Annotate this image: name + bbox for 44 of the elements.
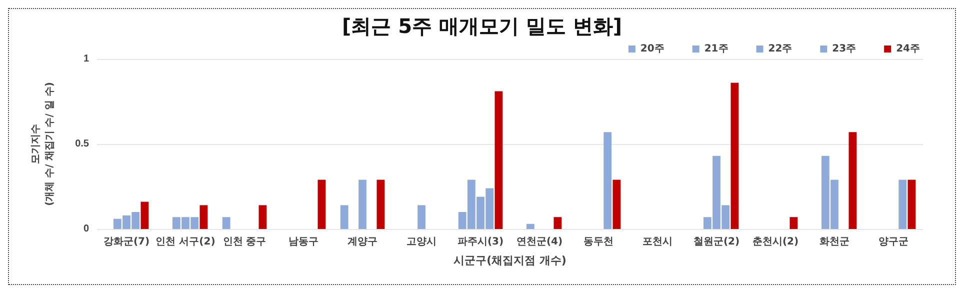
bar	[494, 91, 503, 229]
bar	[898, 180, 907, 229]
x-tick-label: 철원군(2)	[693, 236, 740, 248]
bar	[200, 205, 208, 229]
x-tick-label: 계양구	[348, 236, 378, 248]
bar	[258, 205, 267, 229]
chart-title: [최근 5주 매개모기 밀도 변화]	[342, 14, 622, 38]
x-tick-label: 고양시	[406, 236, 436, 248]
legend-label: 21주	[704, 44, 728, 54]
bar	[526, 224, 534, 229]
bar	[140, 202, 149, 229]
x-tick-label: 연천군(4)	[516, 236, 563, 248]
bar	[340, 205, 348, 229]
y-tick-label: 0	[83, 224, 90, 234]
legend-label: 22주	[768, 44, 792, 54]
bar	[790, 217, 798, 229]
bar	[604, 132, 612, 229]
bar	[612, 180, 621, 229]
bar	[318, 180, 326, 229]
legend-label: 20주	[640, 44, 664, 54]
y-axis-title: 모기지수 (개체 수/ 채집기 수/ 일 수)	[30, 82, 56, 206]
x-tick-label: 인천 중구	[222, 236, 266, 248]
bar	[376, 180, 385, 229]
x-tick-label: 파주시(3)	[457, 236, 504, 248]
legend-label: 24주	[896, 44, 920, 54]
bar	[222, 217, 230, 229]
x-tick-label: 춘천시(2)	[752, 236, 799, 248]
bar	[848, 132, 857, 229]
x-tick-label: 강화군(7)	[103, 236, 150, 248]
x-tick-label: 남동구	[288, 236, 318, 248]
bar	[358, 180, 366, 229]
x-tick-label: 화천군	[820, 236, 850, 248]
x-axis-title: 시군구(채집지점 개수)	[454, 254, 566, 267]
y-tick-label: 0.5	[75, 138, 90, 150]
x-tick-label: 인천 서구(2)	[156, 236, 216, 248]
bar	[418, 205, 426, 229]
x-tick-label: 포천시	[642, 236, 672, 248]
bar	[730, 82, 739, 229]
y-tick-label: 1	[83, 54, 90, 64]
x-tick-label: 동두천	[584, 236, 614, 248]
x-tick-label: 양구군	[878, 236, 908, 248]
legend-label: 23주	[832, 44, 856, 54]
bar	[554, 217, 562, 229]
bar	[908, 180, 916, 229]
